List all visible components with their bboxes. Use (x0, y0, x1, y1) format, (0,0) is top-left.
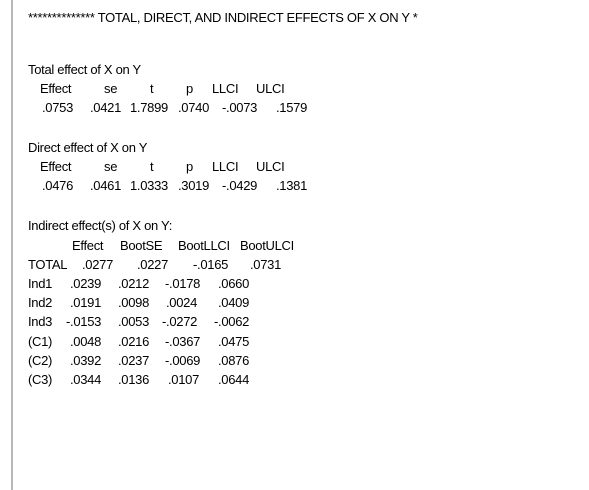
column-header: ULCI (256, 159, 285, 174)
cell: .0212 (118, 276, 150, 291)
column-header: Effect (72, 238, 104, 253)
cell: .0191 (70, 295, 102, 310)
cell: .0740 (178, 100, 210, 115)
cell: .0048 (70, 334, 102, 349)
column-header: BootLLCI (178, 238, 230, 253)
cell: 1.7899 (130, 100, 168, 115)
cell: .0731 (250, 257, 282, 272)
cell: .0239 (70, 276, 102, 291)
column-header: p (186, 81, 193, 96)
cell: .3019 (178, 178, 210, 193)
cell: .0644 (218, 372, 250, 387)
cell: -.0178 (165, 276, 201, 291)
cell: .1381 (276, 178, 308, 193)
cell: .0277 (82, 257, 114, 272)
row-label: TOTAL (28, 257, 68, 272)
column-header: se (104, 159, 118, 174)
column-header: LLCI (212, 81, 239, 96)
column-header: t (150, 81, 154, 96)
column-header: t (150, 159, 154, 174)
cell: .0753 (42, 100, 74, 115)
section-title: Indirect effect(s) of X on Y: (28, 218, 173, 233)
section-title: Direct effect of X on Y (28, 140, 148, 155)
column-header: LLCI (212, 159, 239, 174)
cell: -.0062 (214, 314, 250, 329)
column-header: BootSE (120, 238, 163, 253)
row-label: (C1) (28, 334, 53, 349)
cell: .0024 (166, 295, 198, 310)
cell: .0476 (42, 178, 74, 193)
column-header: se (104, 81, 118, 96)
column-header: Effect (40, 159, 72, 174)
cell: .0461 (90, 178, 122, 193)
cell: -.0153 (66, 314, 102, 329)
cell: -.0073 (222, 100, 258, 115)
row-label: Ind2 (28, 295, 53, 310)
cell: .0098 (118, 295, 150, 310)
section-title: Total effect of X on Y (28, 62, 141, 77)
cell: .0216 (118, 334, 150, 349)
cell: .0660 (218, 276, 250, 291)
row-label: (C2) (28, 353, 53, 368)
cell: -.0069 (165, 353, 201, 368)
row-label: Ind1 (28, 276, 53, 291)
cell: .0237 (118, 353, 150, 368)
cell: .0421 (90, 100, 122, 115)
cell: .0136 (118, 372, 150, 387)
cell: -.0367 (165, 334, 201, 349)
cell: -.0429 (222, 178, 258, 193)
header: ************** TOTAL, DIRECT, AND INDIRE… (28, 10, 418, 25)
row-label: Ind3 (28, 314, 53, 329)
cell: .0344 (70, 372, 102, 387)
cell: .0227 (137, 257, 169, 272)
cell: .0409 (218, 295, 250, 310)
column-header: ULCI (256, 81, 285, 96)
left-border (11, 0, 13, 490)
cell: .0053 (118, 314, 150, 329)
cell: .0475 (218, 334, 250, 349)
cell: .0392 (70, 353, 102, 368)
column-header: BootULCI (240, 238, 294, 253)
cell: .0107 (168, 372, 200, 387)
cell: 1.0333 (130, 178, 168, 193)
column-header: Effect (40, 81, 72, 96)
column-header: p (186, 159, 193, 174)
cell: -.0272 (162, 314, 198, 329)
row-label: (C3) (28, 372, 53, 387)
cell: -.0165 (193, 257, 229, 272)
cell: .1579 (276, 100, 308, 115)
cell: .0876 (218, 353, 250, 368)
